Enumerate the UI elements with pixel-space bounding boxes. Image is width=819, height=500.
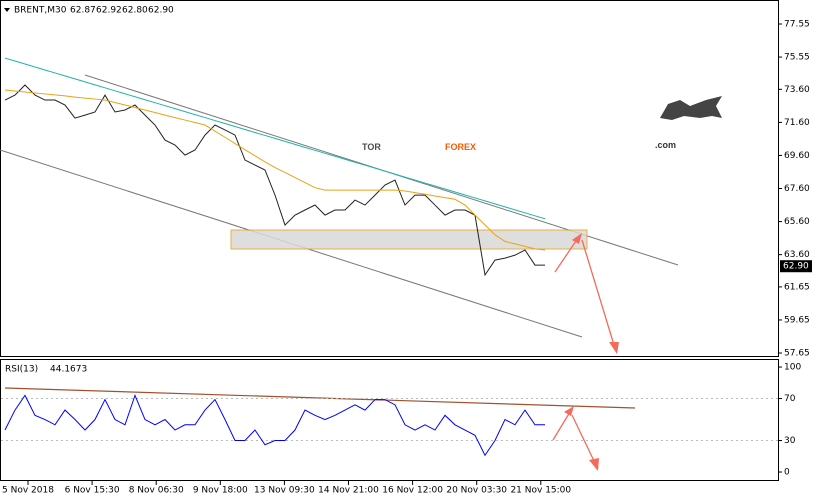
x-tick-label: 5 Nov 2018 [2,486,54,496]
y-tick-label: 0 [784,468,790,478]
x-tick-label: 13 Nov 09:30 [254,486,315,496]
y-tick-label: 100 [784,363,801,373]
rsi-panel [0,359,779,481]
forecast-arrows [552,233,619,471]
y-tick-label: 61.65 [784,282,810,292]
y-tick-label: 73.60 [784,85,810,95]
ohlc-value: 62.92 [96,6,122,16]
y-tick-label: 71.60 [784,118,810,128]
logo-tor: TOR [362,142,381,152]
price-panel [0,0,779,357]
ohlc-value: 62.80 [122,6,148,16]
menu-triangle [4,8,10,12]
x-tick-label: 16 Nov 12:00 [382,486,443,496]
y-tick-label: 70 [784,394,796,404]
moving-average [4,57,546,220]
y-tick-label: 75.55 [784,53,810,63]
rsi-trendline [4,387,636,409]
rsi-name: RSI(13) [5,365,38,375]
y-tick-label: 77.55 [784,19,810,29]
y-tick-label: 30 [784,436,796,446]
rsi-line [4,393,545,457]
resistance-zone [230,229,588,250]
symbol: BRENT,M30 [14,6,67,16]
ohlc-value: 62.90 [148,6,174,16]
x-tick-label: 6 Nov 15:30 [65,486,120,496]
x-tick-label: 20 Nov 03:30 [446,486,507,496]
logo-forex: FOREX [445,142,476,152]
last-price-label: 62.90 [783,262,809,272]
x-tick-label: 8 Nov 06:30 [129,486,184,496]
price-line [4,84,545,277]
logo-bull [660,96,722,120]
y-tick-label: 65.60 [784,217,810,227]
x-tick-label: 21 Nov 15:00 [510,486,571,496]
logo-com: .com [655,140,676,150]
last-price-box [780,260,812,273]
y-tick-label: 67.60 [784,184,810,194]
moving-average [4,89,546,251]
x-tick-label: 14 Nov 21:00 [318,486,379,496]
ohlc-value: 62.87 [70,6,96,16]
x-tick-label: 9 Nov 18:00 [193,486,248,496]
y-tick-label: 63.60 [784,250,810,260]
y-tick-label: 69.60 [784,151,810,161]
y-tick-label: 59.65 [784,315,810,325]
y-tick-label: 57.65 [784,349,810,359]
rsi-value: 44.1673 [50,365,87,375]
